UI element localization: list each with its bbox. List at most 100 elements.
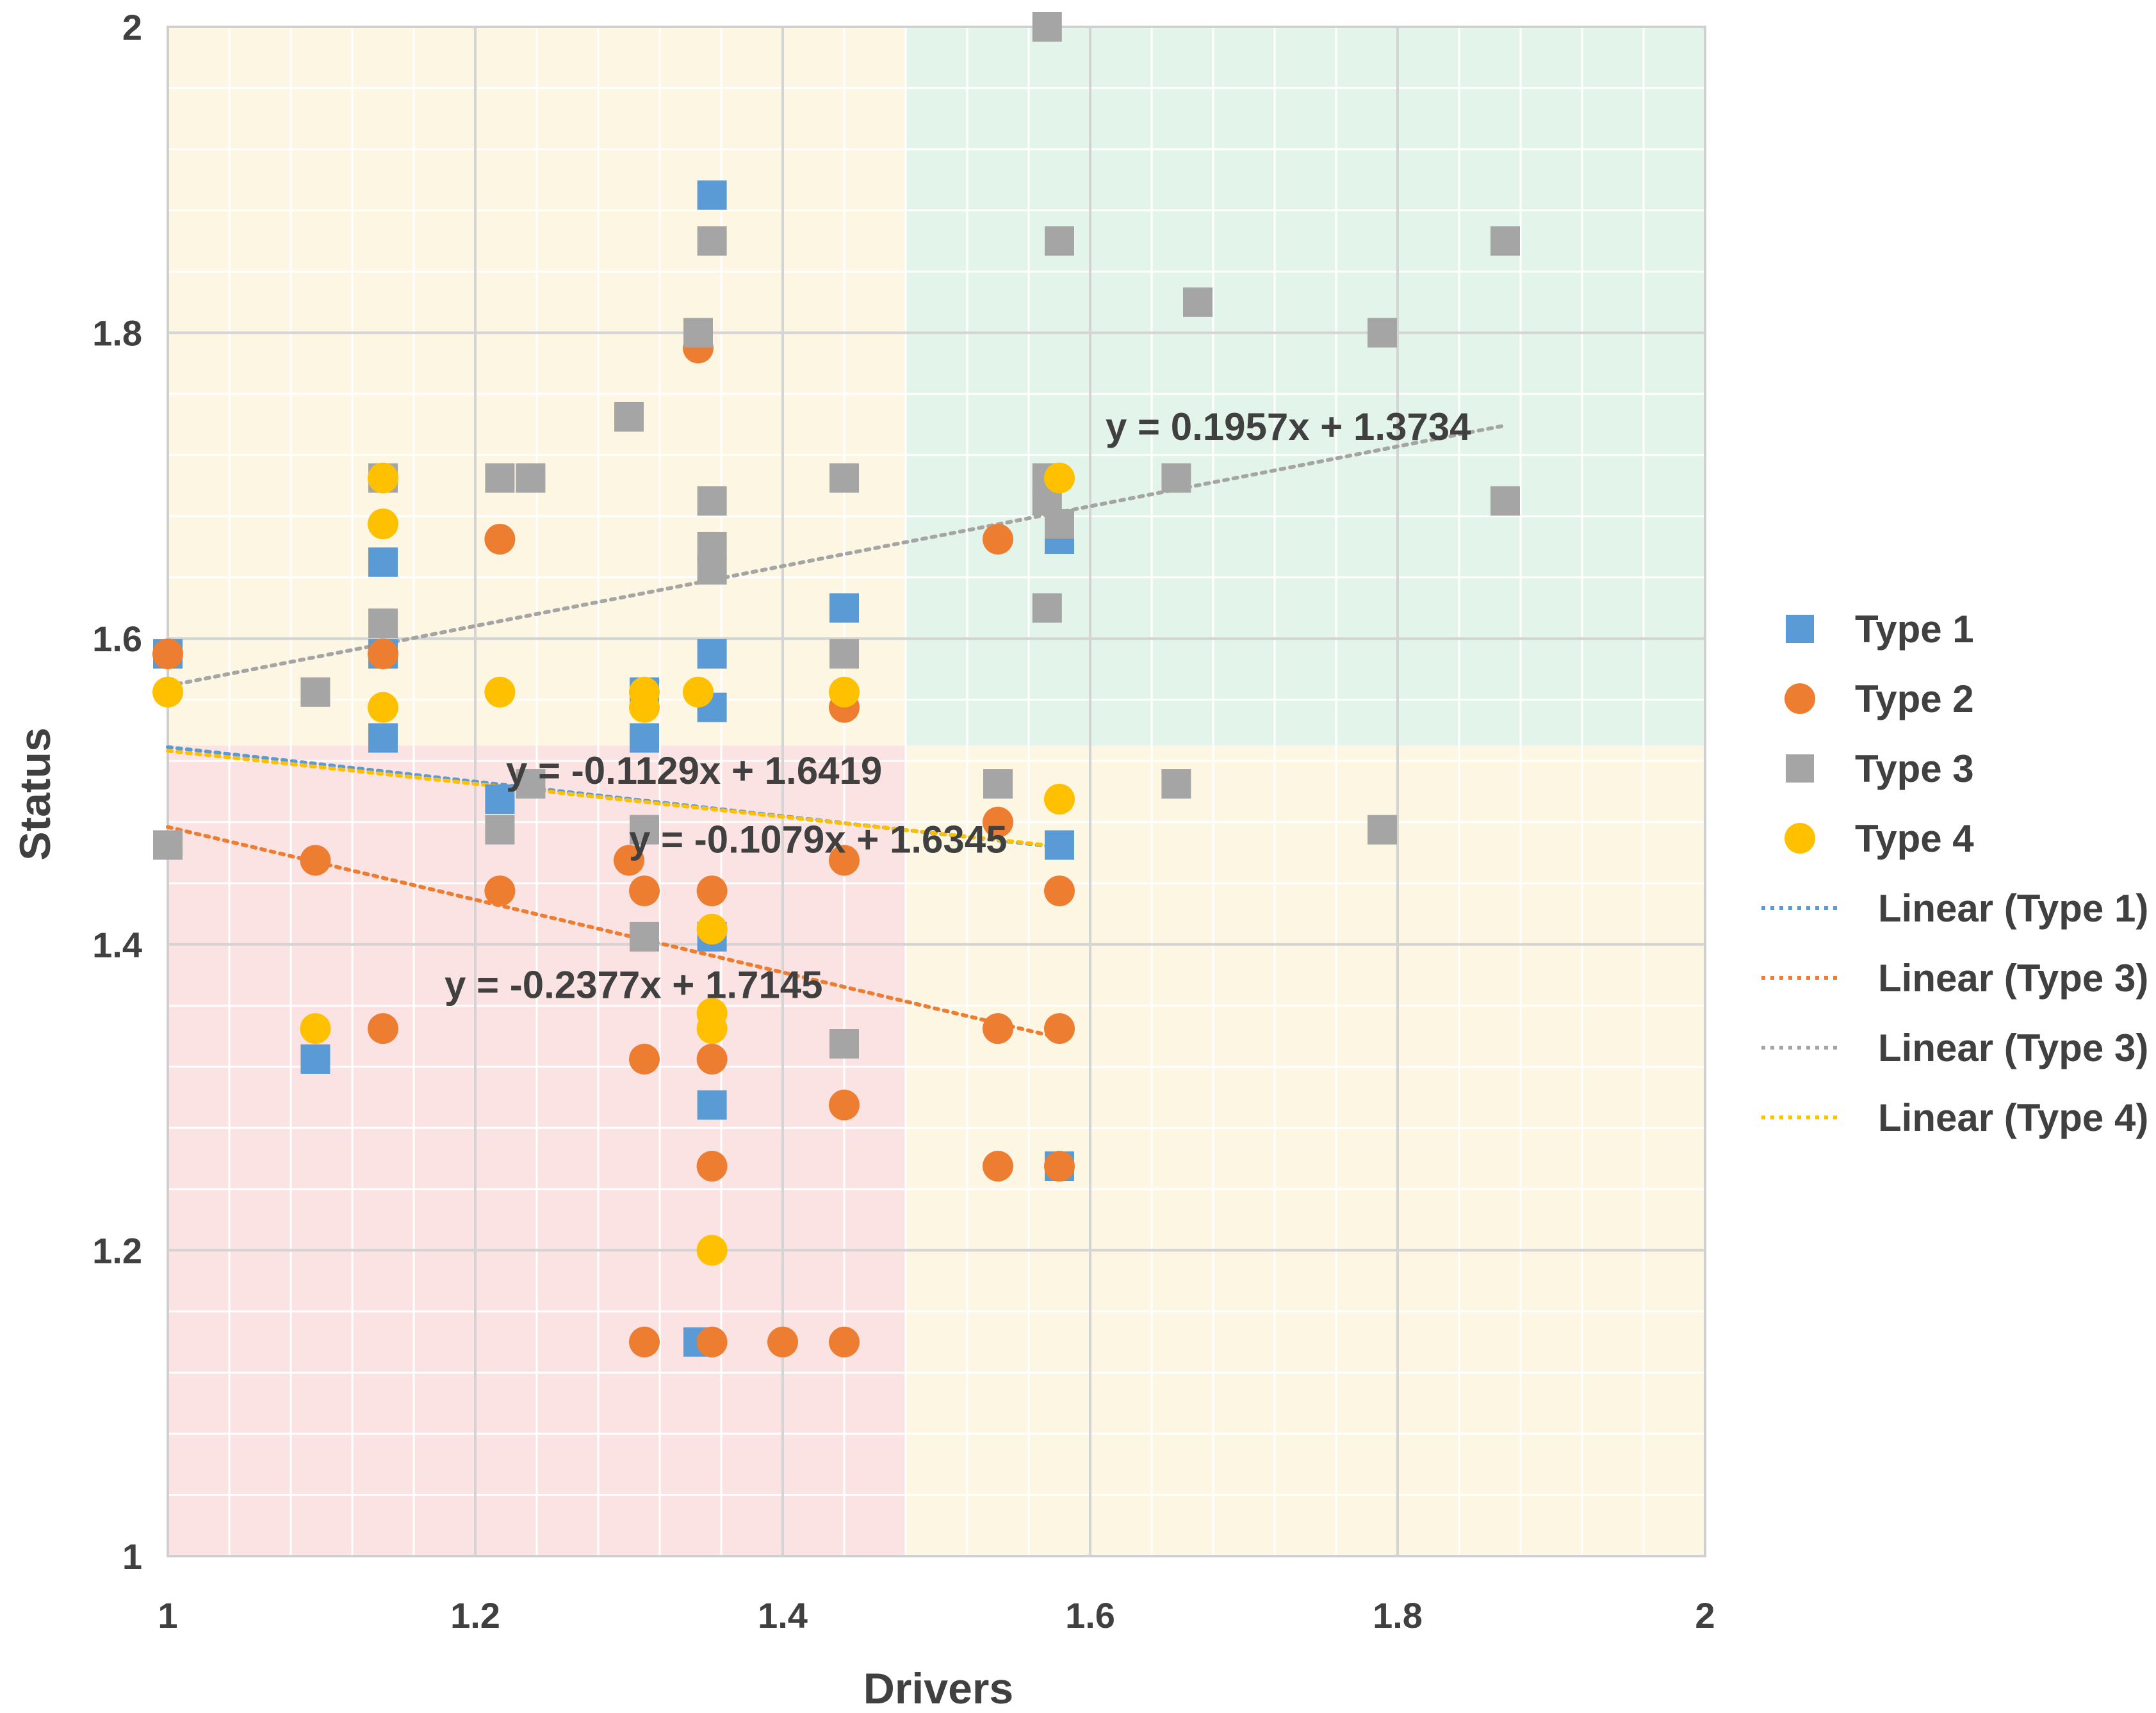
data-point: [1368, 815, 1397, 845]
data-point: [485, 784, 515, 814]
y-axis-title: Status: [11, 727, 60, 861]
data-point: [300, 1044, 331, 1074]
data-point: [368, 508, 398, 540]
data-point: [983, 1013, 1013, 1044]
data-point: [153, 830, 183, 860]
y-tick-label: 1.6: [92, 619, 142, 659]
data-point: [696, 875, 728, 907]
data-point: [696, 1235, 728, 1266]
data-point: [767, 1326, 798, 1358]
background-region: [906, 745, 1705, 1556]
axes: [167, 26, 1706, 1557]
legend-label: Type 4: [1855, 817, 1974, 860]
data-point: [484, 875, 516, 907]
trendline-equations: y = -0.1129x + 1.6419 y = -0.2377x + 1.71…: [445, 405, 1471, 1007]
data-points: [152, 12, 1520, 1358]
data-point: [829, 463, 859, 493]
trendline: [166, 749, 1061, 848]
data-point: [1490, 226, 1520, 256]
data-point: [614, 402, 644, 432]
data-point: [983, 806, 1013, 838]
data-point: [683, 318, 713, 348]
data-point: [696, 1043, 728, 1075]
data-point: [485, 463, 515, 493]
legend-label: Type 2: [1855, 678, 1974, 720]
data-point: [368, 692, 398, 723]
data-point: [829, 1326, 860, 1358]
data-point: [697, 180, 727, 210]
data-point: [629, 875, 660, 907]
background-regions: [168, 27, 1705, 1556]
data-point: [683, 676, 714, 708]
legend-marker: [1786, 615, 1814, 643]
data-point: [484, 676, 516, 708]
data-point: [696, 1013, 728, 1044]
legend-label: Linear (Type 1): [1878, 887, 2148, 930]
trendline: [166, 745, 1061, 850]
data-point: [368, 608, 398, 638]
legend-label: Type 1: [1855, 608, 1974, 651]
data-point: [1183, 287, 1213, 317]
data-point: [630, 723, 659, 753]
data-point: [630, 921, 659, 952]
x-tick-label: 1.8: [1373, 1595, 1423, 1636]
legend-label: Type 3: [1855, 747, 1974, 790]
trendline: [166, 423, 1507, 688]
data-point: [368, 1013, 398, 1044]
legend-label: Linear (Type 4): [1878, 1096, 2148, 1139]
data-point: [1044, 1013, 1075, 1044]
data-point: [368, 462, 398, 494]
trendline-equation: y = -0.2377x + 1.7145: [445, 963, 823, 1006]
x-tick-label: 1.4: [758, 1595, 808, 1636]
data-point: [1044, 783, 1075, 815]
y-tick-label: 1.2: [92, 1230, 142, 1271]
data-point: [697, 226, 727, 256]
data-point: [1045, 830, 1074, 860]
data-point: [629, 692, 660, 723]
legend-marker: [1786, 754, 1814, 783]
legend: Type 1 Type 2 Type 3 Type 4 Linear (Type 1) L…: [1761, 608, 2148, 1139]
data-point: [1161, 769, 1191, 799]
plot-frame: [167, 26, 1706, 1557]
data-point: [1044, 875, 1075, 907]
data-point: [983, 769, 1013, 799]
data-point: [300, 1013, 331, 1044]
data-point: [1044, 1151, 1075, 1182]
data-point: [630, 815, 659, 845]
data-point: [368, 723, 398, 753]
data-point: [516, 769, 546, 799]
trendline-equation: y = -0.1079x + 1.6345: [629, 818, 1008, 861]
y-tick-label: 1.8: [92, 313, 142, 353]
data-point: [696, 913, 728, 945]
data-point: [697, 639, 727, 669]
data-point: [1368, 318, 1397, 348]
data-point: [983, 1151, 1013, 1182]
data-point: [829, 639, 859, 669]
data-point: [829, 845, 860, 876]
data-point: [629, 1043, 660, 1075]
data-point: [368, 547, 398, 577]
data-point: [484, 523, 516, 555]
data-point: [697, 1090, 727, 1120]
data-point: [152, 638, 183, 670]
tick-labels: 1 1.2 1.4 1.6 1.8 2 1 1.2 1.4 1.6 1.8 2: [92, 7, 1715, 1636]
data-point: [1032, 593, 1062, 623]
data-point: [983, 523, 1013, 555]
y-tick-label: 2: [122, 7, 142, 47]
x-tick-label: 1: [158, 1595, 177, 1636]
grid-lines: [168, 27, 1705, 1556]
x-axis-title: Drivers: [863, 1664, 1013, 1713]
x-tick-label: 1.2: [450, 1595, 500, 1636]
y-tick-label: 1: [122, 1536, 142, 1577]
legend-label: Linear (Type 3): [1878, 1027, 2148, 1069]
data-point: [696, 1151, 728, 1182]
legend-marker: [1784, 683, 1815, 714]
data-point: [1032, 12, 1062, 42]
data-point: [614, 845, 644, 876]
data-point: [829, 1029, 859, 1059]
data-point: [300, 677, 331, 707]
x-tick-label: 2: [1695, 1595, 1715, 1636]
data-point: [152, 676, 183, 708]
data-point: [1161, 463, 1191, 493]
